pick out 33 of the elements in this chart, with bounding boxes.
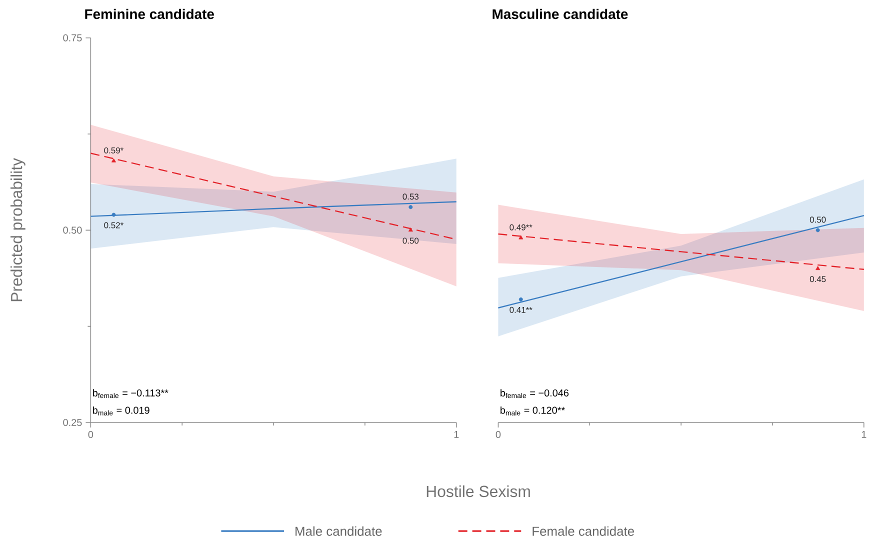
point	[816, 266, 820, 270]
legend-label: Male candidate	[296, 526, 382, 536]
point	[112, 212, 116, 217]
point	[408, 228, 413, 232]
data-label: 0.41**	[510, 306, 532, 313]
x-tick-label: 0	[88, 430, 94, 438]
x-tick-label: 0	[496, 430, 501, 438]
y-tick-label: 0.75	[63, 34, 82, 42]
data-label: 0.53	[402, 194, 419, 200]
x-tick-label: 1	[862, 430, 866, 438]
legend-label: Female candidate	[532, 526, 634, 536]
data-label: 0.59*	[104, 147, 124, 154]
y-tick-label: 0.25	[63, 418, 82, 426]
data-label: 0.49**	[510, 224, 532, 230]
chart-title: Masculine candidate	[492, 8, 628, 20]
data-label: 0.50	[402, 238, 419, 244]
chart-title: Feminine candidate	[85, 8, 214, 20]
annotation: b$_{female}$ = −0.046	[500, 389, 569, 398]
y-axis-title: Predicted probability	[10, 158, 26, 302]
point	[518, 235, 524, 240]
x-axis-title: Hostile Sexism	[426, 485, 530, 498]
data-label: 0.45	[810, 276, 826, 282]
point	[111, 158, 116, 162]
annotation: b$_{male}$ = 0.019	[93, 406, 150, 416]
x-tick-label: 1	[454, 430, 459, 438]
annotation: b$_{male}$ = 0.120**	[500, 406, 565, 416]
point	[518, 297, 523, 302]
annotation: b$_{female}$ = −0.113**	[93, 389, 168, 398]
y-tick-label: 0.50	[63, 226, 82, 234]
point	[816, 228, 820, 232]
point	[408, 205, 413, 210]
data-label: 0.52*	[104, 222, 124, 228]
data-label: 0.50	[810, 216, 826, 223]
